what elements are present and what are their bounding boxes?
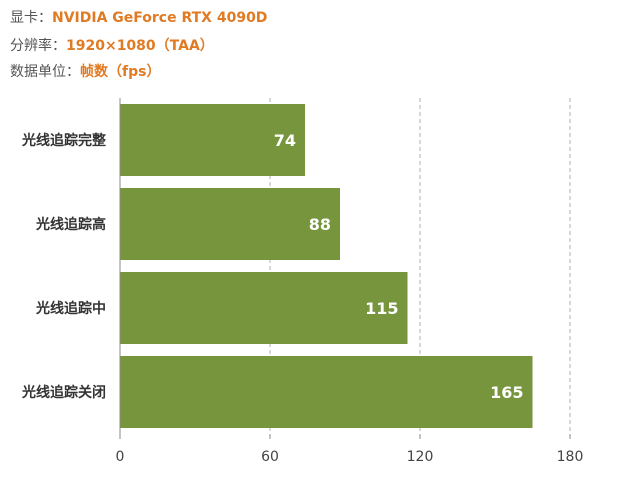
axes bbox=[119, 98, 571, 439]
x-tick-label: 180 bbox=[557, 449, 584, 465]
bar-value-label: 115 bbox=[365, 299, 398, 318]
x-tick-label: 60 bbox=[261, 449, 279, 465]
bar-value-label: 165 bbox=[490, 383, 523, 402]
bar-value-label: 88 bbox=[309, 215, 331, 234]
unit-info: 数据单位：帧数（fps） bbox=[10, 63, 160, 81]
bar bbox=[120, 356, 533, 428]
gpu-info: 显卡：NVIDIA GeForce RTX 4090D bbox=[10, 9, 267, 27]
category-label: 光线追踪关闭 bbox=[21, 384, 106, 401]
unit-value: 帧数（fps） bbox=[80, 64, 161, 80]
category-label: 光线追踪高 bbox=[35, 216, 106, 233]
bar bbox=[120, 272, 408, 344]
resolution-value: 1920×1080（TAA） bbox=[66, 38, 214, 54]
bar bbox=[120, 188, 340, 260]
bar bbox=[120, 104, 305, 176]
gpu-value: NVIDIA GeForce RTX 4090D bbox=[52, 10, 268, 26]
bar-value-label: 74 bbox=[274, 131, 296, 150]
x-tick-label: 120 bbox=[407, 449, 434, 465]
x-tick-label: 0 bbox=[116, 449, 125, 465]
category-label: 光线追踪完整 bbox=[21, 132, 107, 149]
resolution-label: 分辨率： bbox=[10, 38, 66, 54]
labels: 0 60 120 180 74 光线追踪完整 88 光线追踪高 115 光线追踪中 165 光线追踪关… bbox=[21, 131, 583, 465]
gpu-label: 显卡： bbox=[10, 10, 52, 26]
resolution-info: 分辨率：1920×1080（TAA） bbox=[10, 37, 214, 55]
bars bbox=[120, 104, 533, 428]
unit-label: 数据单位： bbox=[10, 64, 80, 80]
category-label: 光线追踪中 bbox=[35, 300, 106, 317]
